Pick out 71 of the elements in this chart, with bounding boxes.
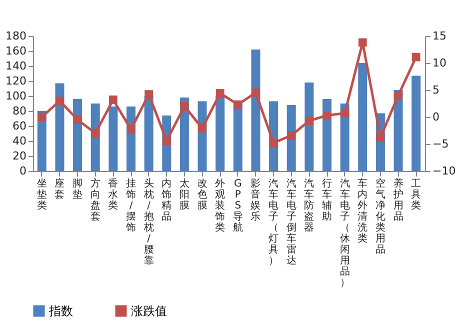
x-tick-label: 养护用品	[392, 178, 404, 222]
point	[322, 111, 332, 120]
y-tick-label: 0	[20, 164, 26, 178]
y2-tick-label: 10	[432, 56, 446, 70]
y-tick-label: 20	[12, 150, 26, 162]
y-tick-label: 80	[12, 104, 26, 118]
point	[394, 91, 402, 100]
y-tick-label: 140	[6, 60, 26, 72]
point	[252, 88, 260, 97]
bar	[108, 106, 118, 171]
x-tick-label: 车内外清洗类	[358, 178, 368, 244]
x-tick-label: 工具类	[411, 178, 422, 212]
y-tick-label: 60	[12, 120, 26, 132]
x-tick-label: 改色膜	[197, 178, 208, 212]
point	[144, 90, 153, 99]
bar	[304, 82, 314, 171]
point	[340, 109, 349, 118]
x-tick-label: 脚垫	[72, 178, 83, 200]
point	[234, 100, 242, 109]
bar	[251, 50, 260, 171]
y2-tick-label: 5	[432, 84, 440, 96]
x-tick-label: 汽车电子（灯具）	[268, 178, 279, 266]
x-tick-label: 太阳膜	[179, 178, 190, 212]
x-tick-label: 香水类	[108, 178, 118, 212]
legend-label: 指数	[48, 304, 73, 318]
y-tick-label: 160	[6, 44, 26, 58]
point	[305, 116, 314, 125]
x-tick-label: 汽车电子倒车雷达	[286, 178, 296, 266]
x-tick-label: 汽车防盗器	[304, 178, 314, 234]
y2-tick-label: −5	[432, 138, 449, 150]
point	[376, 133, 385, 142]
point	[412, 52, 420, 62]
y-tick-label: 120	[6, 74, 26, 88]
point	[216, 89, 224, 98]
point	[56, 96, 64, 105]
y2-tick-label: 15	[432, 30, 446, 42]
point	[180, 102, 189, 110]
x-tick-label: 方向盘套	[90, 178, 100, 222]
y2-tick-label: −10	[432, 164, 456, 178]
x-tick-label: 内饰精品	[160, 178, 172, 222]
legend-label: 涨跌值	[131, 304, 167, 318]
bar	[322, 99, 332, 171]
point	[91, 129, 100, 138]
point	[126, 125, 136, 134]
x-tick-label: 行车辅助	[322, 178, 332, 222]
point	[198, 124, 206, 133]
point	[287, 131, 296, 140]
bar	[216, 96, 225, 171]
y-tick-label: 180	[6, 30, 26, 42]
x-tick-label: 影音娱乐	[250, 178, 261, 222]
x-tick-label: 外观装饰类	[214, 178, 226, 234]
y-tick-label: 40	[12, 134, 26, 148]
point	[162, 136, 171, 145]
x-tick-label: 座套	[54, 178, 65, 200]
x-tick-label: GPS导航	[232, 178, 243, 234]
y-tick-label: 100	[6, 90, 26, 102]
bar	[412, 76, 421, 171]
x-tick-label: 挂饰/摆饰	[125, 178, 136, 234]
x-tick-label: 空气净化类用品	[375, 178, 386, 256]
point	[269, 138, 278, 148]
point	[73, 116, 82, 124]
x-tick-label: 头枕/抱枕/腰靠	[142, 178, 154, 266]
point	[38, 112, 46, 122]
bar	[233, 104, 242, 171]
y2-tick-label: 0	[432, 110, 440, 124]
point	[109, 96, 118, 104]
category-label: 汽车电子（休闲用品）	[340, 178, 350, 288]
point	[358, 38, 367, 47]
bar	[358, 63, 368, 171]
bar	[144, 96, 154, 171]
x-tick-label: 坐垫类	[36, 178, 47, 212]
